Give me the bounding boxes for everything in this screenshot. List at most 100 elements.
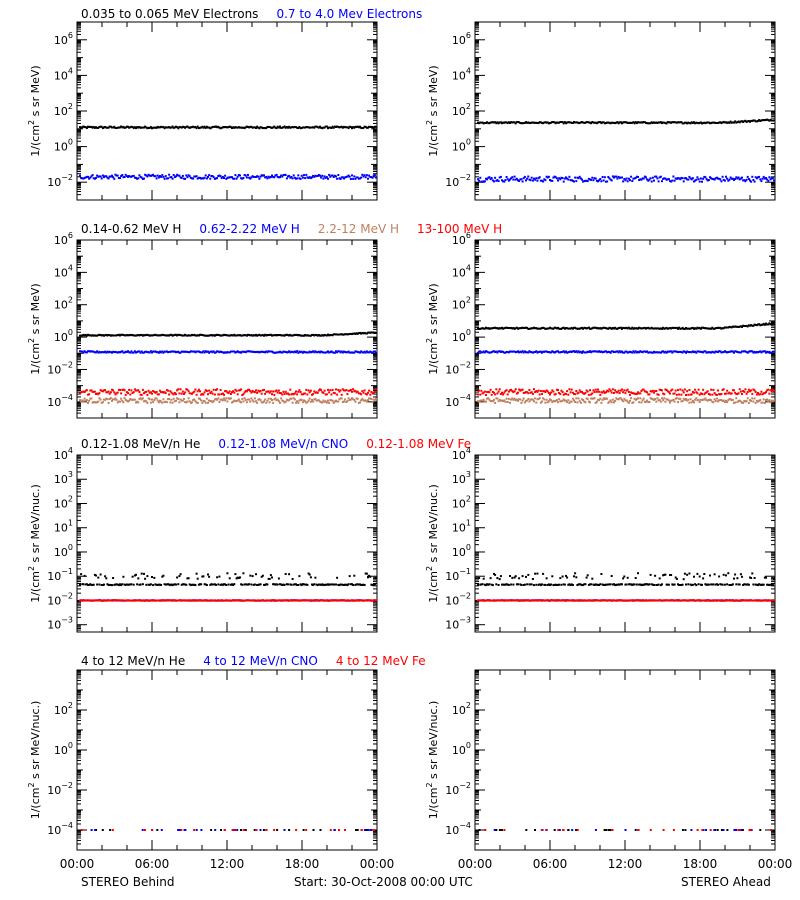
- data-point: [217, 397, 220, 400]
- data-point: [695, 391, 698, 394]
- data-point: [709, 351, 711, 354]
- data-point: [515, 326, 518, 329]
- data-point: [188, 400, 191, 403]
- data-point: [617, 351, 620, 354]
- data-point: [685, 327, 687, 329]
- data-point: [625, 326, 628, 329]
- data-point: [624, 121, 627, 124]
- data-point: [80, 350, 83, 353]
- data-point: [673, 392, 676, 395]
- data-point: [104, 389, 107, 392]
- data-point: [631, 351, 634, 354]
- data-point: [233, 126, 236, 129]
- data-point: [363, 125, 366, 128]
- data-point: [121, 350, 124, 353]
- data-point: [220, 177, 223, 180]
- data-point: [655, 175, 658, 178]
- data-point: [539, 179, 542, 182]
- data-point: [560, 351, 563, 353]
- data-point: [517, 179, 519, 182]
- data-point: [153, 399, 156, 401]
- data-point: [225, 126, 228, 129]
- data-point: [267, 126, 270, 128]
- data-point: [325, 351, 328, 354]
- data-point: [253, 334, 256, 337]
- data-point: [306, 583, 309, 586]
- y-tick-label: 101: [54, 519, 73, 535]
- data-point: [183, 583, 185, 586]
- data-point: [646, 399, 649, 402]
- data-point: [292, 126, 295, 129]
- data-point: [693, 121, 695, 124]
- data-point: [124, 334, 127, 337]
- data-point: [533, 351, 535, 354]
- data-point: [504, 400, 507, 403]
- data-point: [149, 401, 152, 404]
- data-point: [183, 177, 185, 180]
- data-point: [159, 175, 161, 178]
- data-point: [93, 334, 96, 337]
- data-point: [161, 599, 164, 602]
- data-point: [199, 390, 201, 393]
- data-point: [259, 175, 262, 178]
- data-point: [115, 599, 118, 602]
- data-point: [125, 351, 128, 353]
- data-point: [703, 398, 706, 401]
- data-point: [186, 176, 189, 179]
- data-point: [309, 334, 312, 337]
- data-point: [639, 350, 642, 353]
- data-point: [305, 173, 308, 176]
- data-point: [715, 327, 718, 329]
- data-point: [241, 394, 244, 396]
- data-point: [648, 351, 651, 354]
- data-point: [553, 175, 556, 178]
- data-point: [663, 327, 666, 330]
- data-point: [601, 351, 604, 354]
- data-point: [352, 351, 355, 354]
- data-point: [205, 125, 208, 128]
- data-point: [141, 126, 144, 129]
- data-point: [290, 397, 293, 400]
- data-point: [487, 351, 490, 354]
- data-point: [699, 327, 702, 330]
- data-point: [633, 397, 636, 400]
- data-point: [562, 350, 565, 353]
- data-point: [106, 176, 109, 179]
- data-point: [146, 351, 149, 354]
- data-point: [497, 180, 500, 183]
- data-point: [315, 583, 318, 586]
- data-point: [640, 121, 643, 124]
- data-point: [635, 122, 638, 125]
- data-point: [281, 584, 284, 586]
- data-point: [552, 390, 555, 393]
- data-point: [235, 400, 238, 403]
- data-point: [224, 583, 227, 586]
- data-point: [315, 175, 318, 178]
- data-point: [139, 126, 142, 129]
- data-point: [521, 122, 524, 125]
- data-point: [100, 389, 103, 392]
- data-point: [240, 599, 243, 602]
- data-point: [119, 583, 121, 586]
- data-point: [107, 126, 110, 129]
- data-point: [347, 389, 350, 392]
- data-point: [526, 326, 529, 329]
- data-point: [127, 175, 129, 178]
- data-point: [264, 351, 267, 354]
- data-point: [369, 393, 372, 396]
- data-point: [648, 122, 651, 125]
- data-point: [581, 121, 583, 124]
- data-point: [336, 125, 339, 128]
- data-point: [328, 126, 331, 129]
- data-point: [757, 119, 759, 122]
- data-point: [698, 401, 701, 403]
- data-point: [188, 392, 191, 395]
- data-point: [330, 174, 333, 177]
- data-point: [90, 334, 93, 337]
- data-point: [502, 393, 505, 396]
- data-point: [146, 401, 149, 404]
- data-point: [205, 390, 208, 392]
- data-point: [138, 350, 141, 353]
- data-point: [203, 125, 206, 128]
- data-point: [159, 389, 161, 392]
